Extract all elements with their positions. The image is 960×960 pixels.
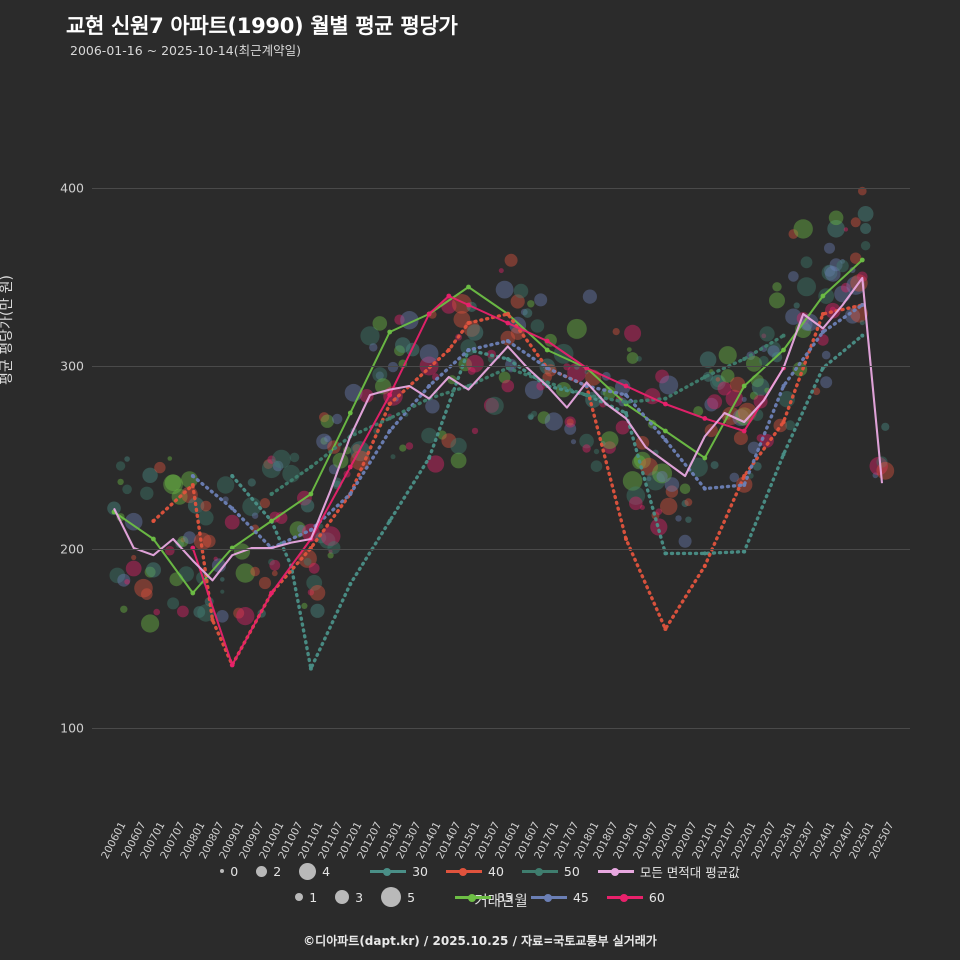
- chart-title: 교현 신원7 아파트(1990) 월별 평균 평당가: [66, 14, 458, 38]
- legend-size-4: 4: [299, 862, 331, 880]
- y-tick-400: 400: [60, 180, 84, 196]
- legend-size-5: 5: [381, 887, 415, 907]
- y-tick-200: 200: [60, 541, 84, 557]
- series-45: [190, 303, 865, 550]
- legend-size-label: 3: [355, 889, 364, 905]
- legend-size-label: 0: [230, 863, 239, 879]
- chart-legend: 0 2 4 30 40 50 모든 면적대 평균값 1 3 5 35 45 60: [0, 858, 960, 928]
- series-모든 면적대 평균값: [113, 276, 884, 582]
- legend-series-45[interactable]: 45: [530, 889, 589, 905]
- legend-bubble-icon: [295, 893, 304, 901]
- legend-series-50[interactable]: 50: [521, 863, 580, 879]
- legend-series-label: 40: [488, 863, 504, 879]
- legend-bubble-icon: [256, 865, 268, 877]
- legend-line-icon: [446, 865, 482, 877]
- gridline-400: 400: [60, 181, 910, 196]
- plot-area: 400 300 200 100 200601 200607 200701 200707…: [60, 78, 910, 910]
- legend-line-icon: [521, 865, 558, 877]
- legend-series-30[interactable]: 30: [370, 864, 428, 879]
- legend-line-icon: [455, 891, 492, 903]
- legend-bubble-icon: [220, 869, 225, 873]
- legend-series-40[interactable]: 40: [446, 864, 504, 879]
- legend-size-0: 0: [220, 864, 238, 879]
- legend-series-label: 60: [648, 889, 665, 905]
- legend-line-icon: [530, 891, 567, 903]
- legend-series-label: 50: [563, 863, 580, 879]
- legend-line-icon: [370, 865, 407, 877]
- legend-bubble-icon: [381, 887, 402, 907]
- legend-size-3: 3: [335, 890, 363, 905]
- legend-size-label: 2: [273, 863, 282, 879]
- legend-series-label: 45: [572, 889, 589, 905]
- legend-row-bottom: 1 3 5 35 45 60: [0, 884, 960, 910]
- series-35: [111, 257, 865, 596]
- legend-bubble-icon: [299, 862, 317, 880]
- y-tick-100: 100: [60, 720, 84, 736]
- legend-series-모든 면적대 평균값[interactable]: 모든 면적대 평균값: [597, 862, 740, 881]
- legend-size-label: 4: [322, 863, 331, 879]
- chart-subtitle: 2006-01-16 ~ 2025-10-14(최근계약일): [70, 43, 301, 58]
- legend-row-top: 0 2 4 30 40 50 모든 면적대 평균값: [0, 858, 960, 884]
- gridline-300: 300: [60, 359, 910, 374]
- legend-size-label: 5: [407, 889, 416, 905]
- chart-canvas: [107, 186, 895, 671]
- legend-bubble-icon: [335, 890, 350, 904]
- legend-series-label: 모든 면적대 평균값: [639, 864, 740, 880]
- y-tick-300: 300: [60, 358, 84, 374]
- legend-line-icon: [606, 891, 643, 903]
- legend-size-2: 2: [256, 864, 281, 879]
- legend-line-icon: [597, 865, 634, 877]
- footer-credit: ©디아파트(dapt.kr) / 2025.10.25 / 자료=국토교통부 실…: [303, 934, 657, 948]
- legend-size-1: 1: [295, 890, 317, 905]
- gridline-100: 100: [60, 721, 910, 736]
- legend-series-35[interactable]: 35: [455, 890, 513, 905]
- legend-series-60[interactable]: 60: [606, 889, 665, 905]
- legend-series-label: 35: [497, 889, 513, 905]
- y-axis-label: 평균 평당가(만 원): [0, 275, 15, 385]
- series-50: [269, 333, 786, 496]
- legend-size-label: 1: [309, 889, 318, 905]
- gridline-200: 200: [60, 542, 910, 557]
- legend-series-label: 30: [412, 863, 428, 879]
